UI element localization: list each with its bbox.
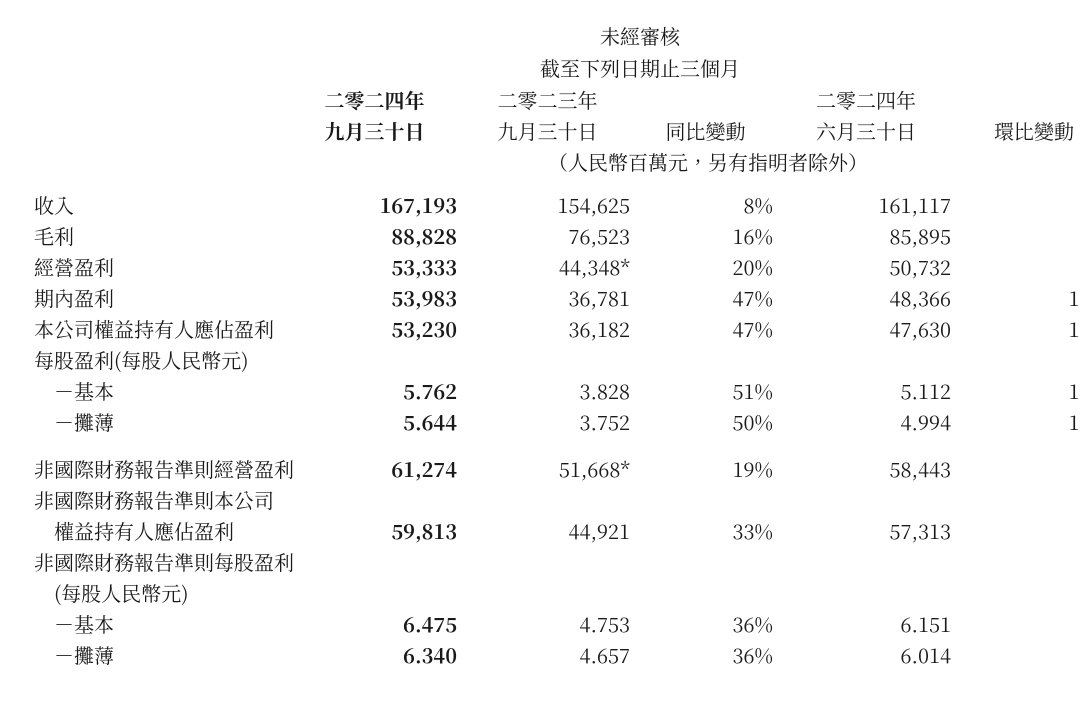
financial-table: 二零二四年 二零二三年 二零二四年 九月三十日 九月三十日 同比變動 六月三十日… <box>30 84 1080 670</box>
header-row-1: 二零二四年 二零二三年 二零二四年 <box>30 84 1080 115</box>
label: 權益持有人應佔盈利 <box>30 515 288 546</box>
hdr-col4-l2: 六月三十日 <box>777 115 955 146</box>
row-revenue: 收入 167,193 154,625 8% 161,117 4% <box>30 189 1080 220</box>
hdr-col3-l1 <box>634 84 777 115</box>
hdr-col4-l1: 二零二四年 <box>777 84 955 115</box>
row-nonifrs-eps-h1: 非國際財務報告準則每股盈利 <box>30 546 1080 577</box>
c1: 167,193 <box>288 189 461 220</box>
title-line-1: 未經審核 <box>230 20 1050 52</box>
hdr-col5-l1 <box>955 84 1080 115</box>
row-nonifrs-op: 非國際財務報告準則經營盈利 61,274 51,668* 19% 58,443 … <box>30 453 1080 484</box>
hdr-col5-l2: 環比變動 <box>955 115 1080 146</box>
row-period-profit: 期內盈利 53,983 36,781 47% 48,366 12% <box>30 282 1080 313</box>
label: 非國際財務報告準則本公司 <box>30 484 288 515</box>
title-line-2: 截至下列日期止三個月 <box>230 52 1050 84</box>
label: 經營盈利 <box>30 251 288 282</box>
hdr-col3-l2: 同比變動 <box>634 115 777 146</box>
unit-note: （人民幣百萬元，另有指明者除外） <box>461 146 955 177</box>
row-eps-diluted: －攤薄 5.644 3.752 50% 4.994 13% <box>30 406 1080 437</box>
row-attributable: 本公司權益持有人應佔盈利 53,230 36,182 47% 47,630 12… <box>30 313 1080 344</box>
label: 每股盈利(每股人民幣元) <box>30 344 288 375</box>
row-nonifrs-eps-h2: (每股人民幣元) <box>30 577 1080 608</box>
hdr-col1-l1: 二零二四年 <box>288 84 461 115</box>
label: 期內盈利 <box>30 282 288 313</box>
c5: 4% <box>955 189 1080 220</box>
c2: 154,625 <box>461 189 634 220</box>
label: －基本 <box>30 375 288 406</box>
row-nonifrs-diluted: －攤薄 6.340 4.657 36% 6.014 5% <box>30 639 1080 670</box>
label: 收入 <box>30 189 288 220</box>
row-eps-header: 每股盈利(每股人民幣元) <box>30 344 1080 375</box>
row-nonifrs-basic: －基本 6.475 4.753 36% 6.151 5% <box>30 608 1080 639</box>
row-nonifrs-attr-l2: 權益持有人應佔盈利 59,813 44,921 33% 57,313 4% <box>30 515 1080 546</box>
label: (每股人民幣元) <box>30 577 288 608</box>
unit-row: （人民幣百萬元，另有指明者除外） <box>30 146 1080 177</box>
label: 非國際財務報告準則每股盈利 <box>30 546 288 577</box>
title-block: 未經審核 截至下列日期止三個月 <box>230 20 1050 84</box>
row-nonifrs-attr-l1: 非國際財務報告準則本公司 <box>30 484 1080 515</box>
label: 非國際財務報告準則經營盈利 <box>30 453 288 484</box>
hdr-col2-l2: 九月三十日 <box>461 115 634 146</box>
c3: 8% <box>634 189 777 220</box>
label: －攤薄 <box>30 639 288 670</box>
label: 毛利 <box>30 220 288 251</box>
row-eps-basic: －基本 5.762 3.828 51% 5.112 13% <box>30 375 1080 406</box>
label: 本公司權益持有人應佔盈利 <box>30 313 288 344</box>
hdr-col1-l2: 九月三十日 <box>288 115 461 146</box>
hdr-col2-l1: 二零二三年 <box>461 84 634 115</box>
label: －攤薄 <box>30 406 288 437</box>
label: －基本 <box>30 608 288 639</box>
row-gross-profit: 毛利 88,828 76,523 16% 85,895 3% <box>30 220 1080 251</box>
c4: 161,117 <box>777 189 955 220</box>
header-row-2: 九月三十日 九月三十日 同比變動 六月三十日 環比變動 <box>30 115 1080 146</box>
row-op-profit: 經營盈利 53,333 44,348* 20% 50,732 5% <box>30 251 1080 282</box>
